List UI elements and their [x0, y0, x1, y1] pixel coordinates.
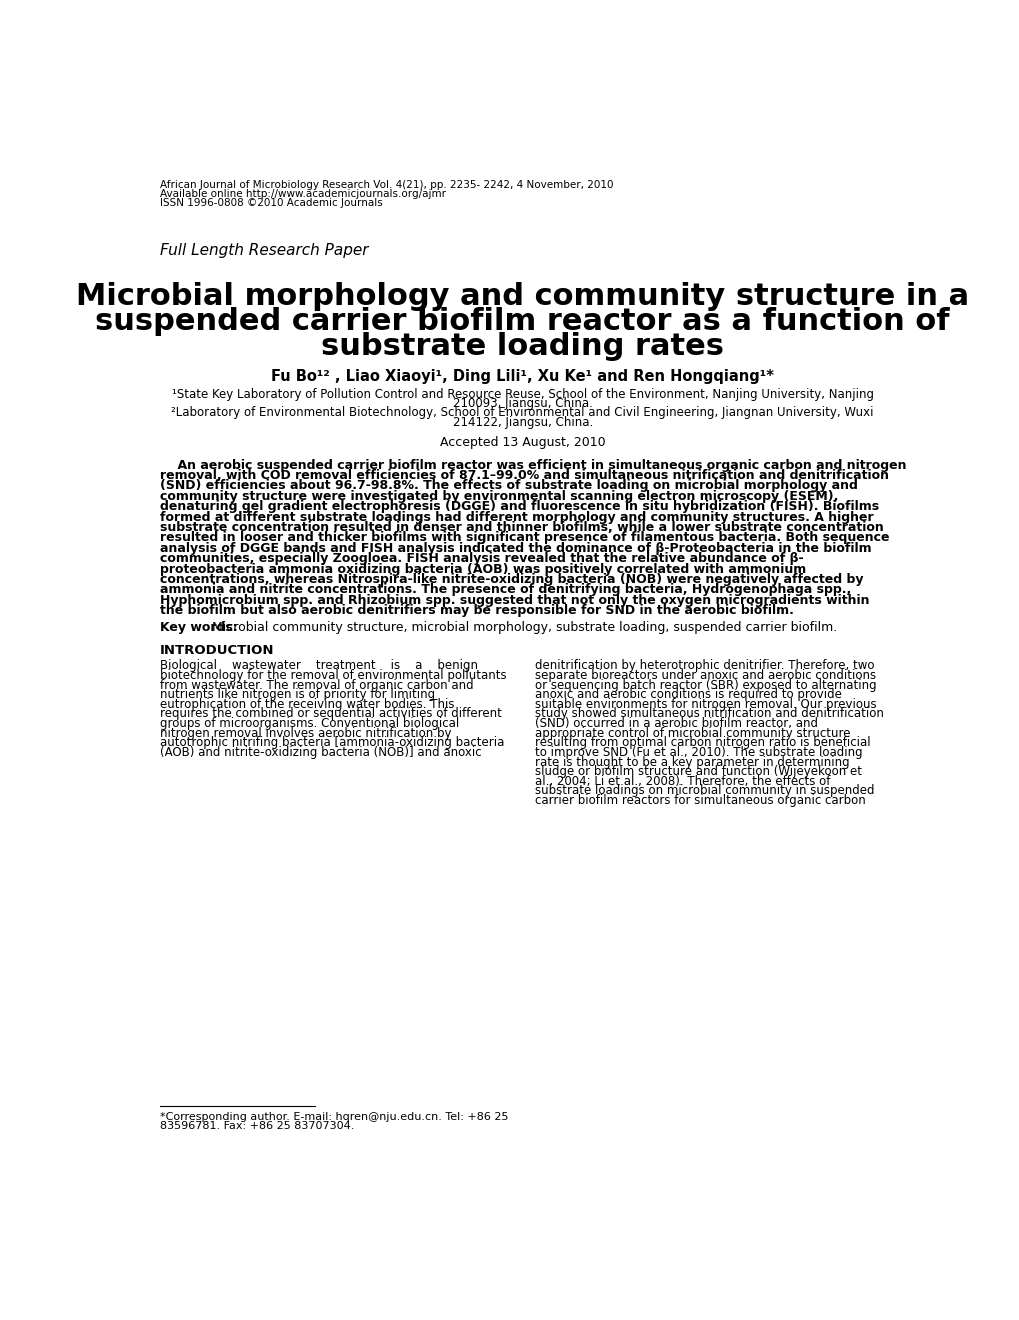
Text: formed at different substrate loadings had different morphology and community st: formed at different substrate loadings h…: [160, 511, 873, 524]
Text: nutrients like nitrogen is of priority for limiting: nutrients like nitrogen is of priority f…: [160, 688, 435, 701]
Text: nitrogen removal involves aerobic nitrification by: nitrogen removal involves aerobic nitrif…: [160, 726, 451, 739]
Text: al., 2004; Li et al., 2008). Therefore, the effects of: al., 2004; Li et al., 2008). Therefore, …: [535, 775, 829, 788]
Text: from wastewater. The removal of organic carbon and: from wastewater. The removal of organic …: [160, 678, 473, 692]
Text: groups of microorganisms. Conventional biological: groups of microorganisms. Conventional b…: [160, 717, 459, 730]
Text: biotechnology for the removal of environmental pollutants: biotechnology for the removal of environ…: [160, 669, 506, 682]
Text: communities, especially Zoogloea. FISH analysis revealed that the relative abund: communities, especially Zoogloea. FISH a…: [160, 552, 803, 565]
Text: Fu Bo¹² , Liao Xiaoyi¹, Ding Lili¹, Xu Ke¹ and Ren Hongqiang¹*: Fu Bo¹² , Liao Xiaoyi¹, Ding Lili¹, Xu K…: [271, 370, 773, 384]
Text: substrate loadings on microbial community in suspended: substrate loadings on microbial communit…: [535, 784, 874, 797]
Text: analysis of DGGE bands and FISH analysis indicated the dominance of β-Proteobact: analysis of DGGE bands and FISH analysis…: [160, 543, 871, 554]
Text: Hyphomicrobium spp. and Rhizobium spp. suggested that not only the oxygen microg: Hyphomicrobium spp. and Rhizobium spp. s…: [160, 594, 869, 607]
Text: Microbial morphology and community structure in a: Microbial morphology and community struc…: [76, 281, 968, 310]
Text: (SND) occurred in a aerobic biofilm reactor, and: (SND) occurred in a aerobic biofilm reac…: [535, 717, 817, 730]
Text: 210093, Jiangsu, China.: 210093, Jiangsu, China.: [452, 397, 592, 411]
Text: rate is thought to be a key parameter in determining: rate is thought to be a key parameter in…: [535, 755, 849, 768]
Text: Key words:: Key words:: [160, 620, 237, 634]
Text: anoxic and aerobic conditions is required to provide: anoxic and aerobic conditions is require…: [535, 688, 842, 701]
Text: Microbial community structure, microbial morphology, substrate loading, suspende: Microbial community structure, microbial…: [208, 620, 837, 634]
Text: 214122, Jiangsu, China.: 214122, Jiangsu, China.: [452, 416, 592, 429]
Text: eutrophication of the receiving water bodies. This: eutrophication of the receiving water bo…: [160, 698, 454, 710]
Text: to improve SND (Fu et al., 2010). The substrate loading: to improve SND (Fu et al., 2010). The su…: [535, 746, 862, 759]
Text: INTRODUCTION: INTRODUCTION: [160, 644, 274, 657]
Text: ¹State Key Laboratory of Pollution Control and Resource Reuse, School of the Env: ¹State Key Laboratory of Pollution Contr…: [171, 388, 873, 401]
Text: denitrification by heterotrophic denitrifier. Therefore, two: denitrification by heterotrophic denitri…: [535, 659, 874, 672]
Text: ISSN 1996-0808 ©2010 Academic Journals: ISSN 1996-0808 ©2010 Academic Journals: [160, 198, 382, 209]
Text: sludge or biofilm structure and function (Wijeyekoon et: sludge or biofilm structure and function…: [535, 766, 861, 779]
Text: concentrations, whereas Nitrospira-like nitrite-oxidizing bacteria (NOB) were ne: concentrations, whereas Nitrospira-like …: [160, 573, 863, 586]
Text: ²Laboratory of Environmental Biotechnology, School of Environmental and Civil En: ²Laboratory of Environmental Biotechnolo…: [171, 407, 873, 420]
Text: resulting from optimal carbon nitrogen ratio is beneficial: resulting from optimal carbon nitrogen r…: [535, 737, 870, 750]
Text: requires the combined or sequential activities of different: requires the combined or sequential acti…: [160, 708, 501, 721]
Text: or sequencing batch reactor (SBR) exposed to alternating: or sequencing batch reactor (SBR) expose…: [535, 678, 876, 692]
Text: denaturing gel gradient electrophoresis (DGGE) and fluorescence in situ hybridiz: denaturing gel gradient electrophoresis …: [160, 500, 878, 513]
Text: substrate concentration resulted in denser and thinner biofilms, while a lower s: substrate concentration resulted in dens…: [160, 521, 882, 535]
Text: removal, with COD removal efficiencies of 87.1–99.0% and simultaneous nitrificat: removal, with COD removal efficiencies o…: [160, 469, 889, 482]
Text: suitable environments for nitrogen removal. Our previous: suitable environments for nitrogen remov…: [535, 698, 876, 710]
Text: autotrophic nitrifing bacteria [ammonia-oxidizing bacteria: autotrophic nitrifing bacteria [ammonia-…: [160, 737, 504, 750]
Text: (SND) efficiencies about 96.7-98.8%. The effects of substrate loading on microbi: (SND) efficiencies about 96.7-98.8%. The…: [160, 479, 857, 492]
Text: (AOB) and nitrite-oxidizing bacteria (NOB)] and anoxic: (AOB) and nitrite-oxidizing bacteria (NO…: [160, 746, 481, 759]
Text: substrate loading rates: substrate loading rates: [321, 333, 723, 362]
Text: proteobacteria ammonia oxidizing bacteria (AOB) was positively correlated with a: proteobacteria ammonia oxidizing bacteri…: [160, 562, 805, 576]
Text: suspended carrier biofilm reactor as a function of: suspended carrier biofilm reactor as a f…: [96, 308, 949, 337]
Text: appropriate control of microbial community structure: appropriate control of microbial communi…: [535, 726, 850, 739]
Text: the biofilm but also aerobic denitrifiers may be responsible for SND in the aero: the biofilm but also aerobic denitrifier…: [160, 605, 793, 618]
Text: An aerobic suspended carrier biofilm reactor was efficient in simultaneous organ: An aerobic suspended carrier biofilm rea…: [160, 459, 906, 471]
Text: African Journal of Microbiology Research Vol. 4(21), pp. 2235- 2242, 4 November,: African Journal of Microbiology Research…: [160, 180, 613, 190]
Text: 83596781. Fax: +86 25 83707304.: 83596781. Fax: +86 25 83707304.: [160, 1121, 354, 1131]
Text: separate bioreactors under anoxic and aerobic conditions: separate bioreactors under anoxic and ae…: [535, 669, 875, 682]
Text: study showed simultaneous nitrification and denitrification: study showed simultaneous nitrification …: [535, 708, 883, 721]
Text: Biological    wastewater    treatment    is    a    benign: Biological wastewater treatment is a ben…: [160, 659, 478, 672]
Text: resulted in looser and thicker biofilms with significant presence of filamentous: resulted in looser and thicker biofilms …: [160, 532, 889, 544]
Text: carrier biofilm reactors for simultaneous organic carbon: carrier biofilm reactors for simultaneou…: [535, 795, 865, 807]
Text: community structure were investigated by environmental scanning electron microsc: community structure were investigated by…: [160, 490, 838, 503]
Text: *Corresponding author. E-mail: hqren@nju.edu.cn. Tel: +86 25: *Corresponding author. E-mail: hqren@nju…: [160, 1111, 508, 1122]
Text: Available online http://www.academicjournals.org/ajmr: Available online http://www.academicjour…: [160, 189, 445, 199]
Text: Full Length Research Paper: Full Length Research Paper: [160, 243, 368, 259]
Text: Accepted 13 August, 2010: Accepted 13 August, 2010: [439, 436, 605, 449]
Text: ammonia and nitrite concentrations. The presence of denitrifying bacteria, Hydro: ammonia and nitrite concentrations. The …: [160, 583, 851, 597]
